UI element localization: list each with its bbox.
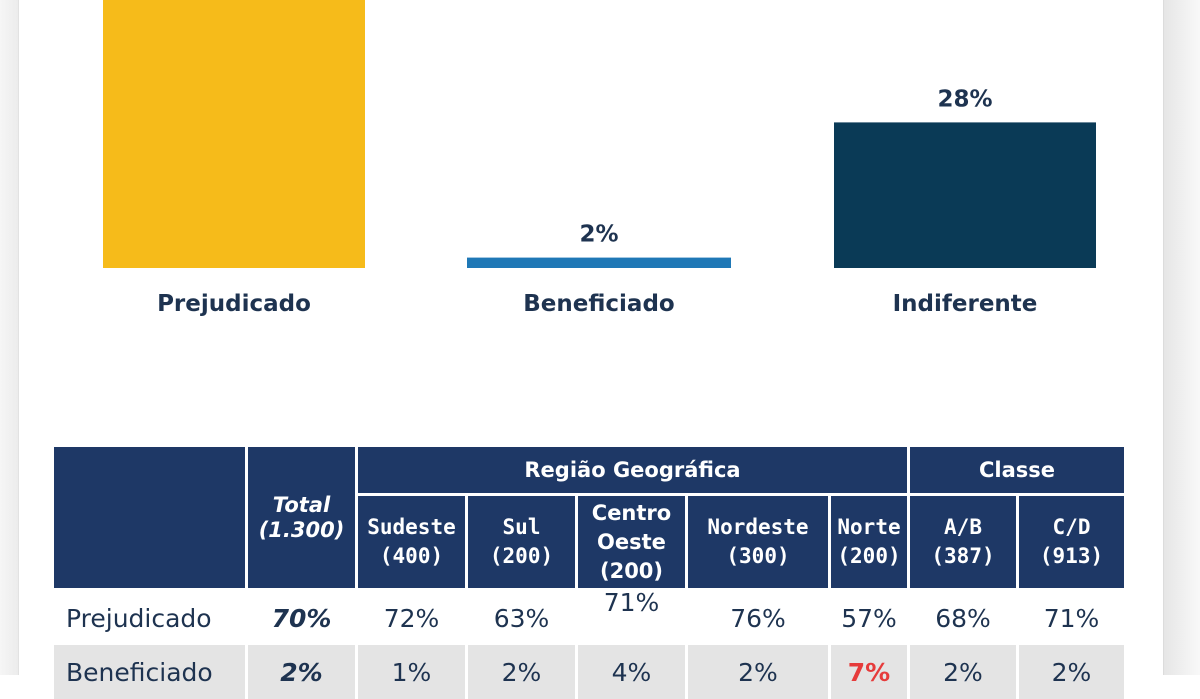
category-label-indiferente: Indiferente [893, 291, 1038, 317]
header-cd-n: (913) [1039, 544, 1104, 568]
header-cd-label: C/D [1052, 515, 1091, 539]
bar-beneficiado [467, 257, 731, 268]
data-label-beneficiado: 2% [579, 222, 618, 248]
header-sul: Sul (200) [465, 493, 578, 591]
cell-centro-oeste: 4% [575, 645, 688, 699]
cell-sudeste: 1% [355, 645, 468, 699]
header-total-label: Total [272, 492, 331, 517]
header-nordeste: Nordeste (300) [685, 493, 831, 591]
header-sudeste-label: Sudeste [367, 515, 456, 539]
card-edge-right [1163, 0, 1200, 675]
header-class-group: Classe [907, 444, 1127, 496]
cell-norte: 7% [828, 645, 910, 699]
bar-indiferente [834, 122, 1096, 269]
header-centro-label2: Oeste [597, 529, 666, 554]
bar-prejudicado [103, 0, 365, 268]
header-cd: C/D (913) [1016, 493, 1127, 591]
header-sudeste-n: (400) [379, 544, 444, 568]
table-row-beneficiado: Beneficiado 2% 1% 2% 4% 2% 7% 2% 2% [51, 645, 1127, 699]
cell-cd: 2% [1016, 645, 1127, 699]
header-nordeste-n: (300) [726, 544, 790, 568]
cell-nordeste: 76% [685, 589, 831, 645]
card-edge-left [0, 0, 19, 675]
table-row-prejudicado: Prejudicado 70% 72% 63% 71% 76% 57% 68% … [51, 589, 1127, 645]
header-blank [51, 444, 248, 591]
bar-chart: Prejudicado 2% Beneficiado 28% Indiferente [103, 0, 1096, 317]
header-ab: A/B (387) [907, 493, 1019, 591]
header-sul-n: (200) [489, 544, 554, 568]
cell-sul: 63% [465, 589, 578, 645]
data-label-indiferente: 28% [937, 86, 992, 112]
cell-cd: 71% [1016, 589, 1127, 645]
row-label: Prejudicado [51, 589, 248, 645]
header-nordeste-label: Nordeste [707, 515, 809, 539]
header-row-columns: Sudeste (400) Sul (200) Centro Oeste (20… [53, 493, 1127, 591]
header-norte: Norte (200) [828, 493, 910, 591]
header-norte-label: Norte [837, 515, 901, 539]
header-centro-n: (200) [599, 558, 664, 583]
cell-sul: 2% [465, 645, 578, 699]
header-row-groups: Total (1.300) Região Geográfica Classe [51, 444, 1127, 591]
cell-nordeste: 2% [685, 645, 831, 699]
crosstab-table: Total (1.300) Região Geográfica Classe S… [51, 444, 1127, 699]
cell-centro-oeste: 71% [575, 589, 688, 645]
header-ab-n: (387) [931, 544, 995, 568]
header-total-n: (1.300) [258, 517, 345, 542]
cell-sudeste: 72% [355, 589, 468, 645]
header-centro-oeste: Centro Oeste (200) [575, 493, 688, 591]
cell-ab: 2% [907, 645, 1019, 699]
header-sudeste: Sudeste (400) [355, 493, 468, 591]
header-region-group: Região Geográfica [355, 444, 910, 496]
row-label: Beneficiado [51, 645, 248, 699]
category-label-beneficiado: Beneficiado [523, 291, 674, 317]
cell-ab: 68% [907, 589, 1019, 645]
cell-total: 2% [245, 645, 358, 699]
header-ab-label: A/B [944, 515, 982, 539]
header-norte-n: (200) [837, 544, 901, 568]
cell-norte: 57% [828, 589, 910, 645]
header-sul-label: Sul [502, 515, 541, 539]
category-label-prejudicado: Prejudicado [157, 291, 311, 317]
header-total: Total (1.300) [245, 444, 358, 591]
header-centro-label1: Centro [591, 500, 672, 525]
cell-total: 70% [245, 589, 358, 645]
